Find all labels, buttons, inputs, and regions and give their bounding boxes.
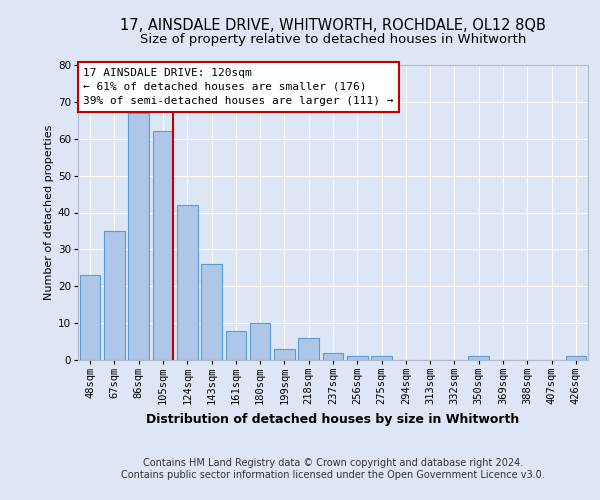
- Bar: [104, 231, 125, 360]
- Text: Contains public sector information licensed under the Open Government Licence v3: Contains public sector information licen…: [121, 470, 545, 480]
- Bar: [226, 330, 246, 360]
- Text: 17, AINSDALE DRIVE, WHITWORTH, ROCHDALE, OL12 8QB: 17, AINSDALE DRIVE, WHITWORTH, ROCHDALE,…: [120, 18, 546, 32]
- Bar: [566, 356, 586, 360]
- Bar: [469, 356, 489, 360]
- Bar: [323, 352, 343, 360]
- Text: 17 AINSDALE DRIVE: 120sqm
← 61% of detached houses are smaller (176)
39% of semi: 17 AINSDALE DRIVE: 120sqm ← 61% of detac…: [83, 68, 394, 106]
- Text: Size of property relative to detached houses in Whitworth: Size of property relative to detached ho…: [140, 32, 526, 46]
- Text: Contains HM Land Registry data © Crown copyright and database right 2024.: Contains HM Land Registry data © Crown c…: [143, 458, 523, 468]
- Text: Distribution of detached houses by size in Whitworth: Distribution of detached houses by size …: [146, 412, 520, 426]
- Bar: [177, 205, 197, 360]
- Bar: [128, 113, 149, 360]
- Bar: [250, 323, 271, 360]
- Bar: [152, 132, 173, 360]
- Bar: [274, 349, 295, 360]
- Bar: [371, 356, 392, 360]
- Y-axis label: Number of detached properties: Number of detached properties: [44, 125, 54, 300]
- Bar: [298, 338, 319, 360]
- Bar: [80, 275, 100, 360]
- Bar: [347, 356, 368, 360]
- Bar: [201, 264, 222, 360]
